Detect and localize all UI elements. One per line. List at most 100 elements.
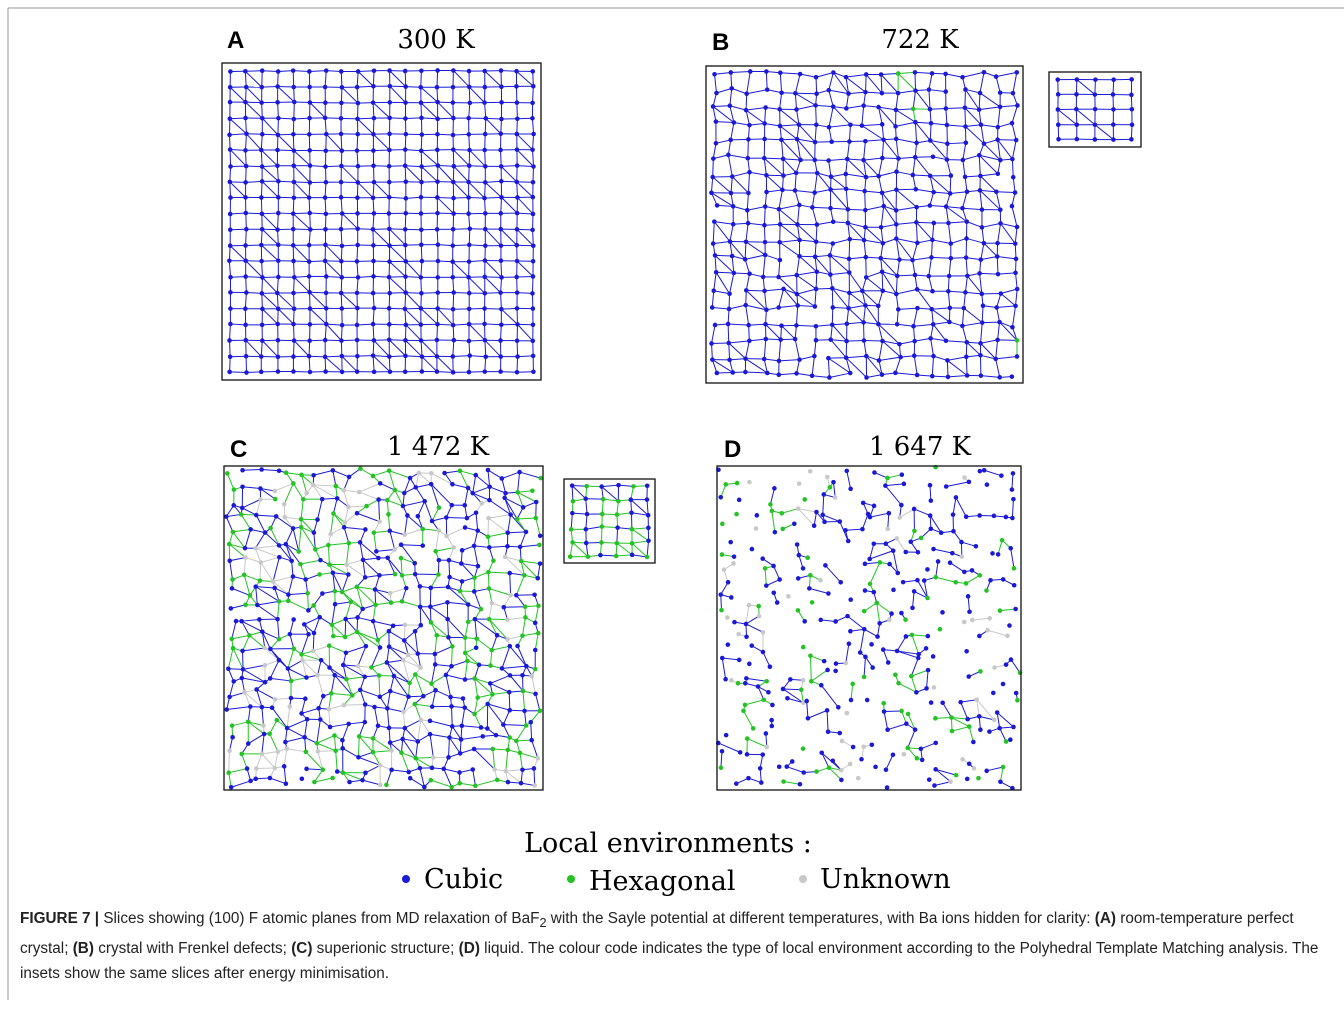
atom [843, 171, 849, 177]
bond [895, 238, 900, 260]
bond [290, 697, 306, 700]
bond [248, 733, 265, 745]
atom [386, 337, 392, 343]
bond [1011, 140, 1017, 160]
bond [915, 90, 931, 110]
bond [863, 159, 880, 177]
atom [371, 211, 377, 216]
bond [420, 340, 423, 357]
bond [913, 323, 934, 327]
bond [881, 271, 884, 291]
bond [979, 715, 995, 721]
caption-text: superionic structure; [312, 939, 459, 957]
bond [816, 221, 834, 226]
atom [538, 475, 543, 481]
atom [599, 524, 605, 529]
atom [258, 560, 264, 565]
bond [325, 355, 342, 358]
bond [324, 356, 343, 373]
atom [871, 541, 877, 547]
bond [865, 226, 884, 244]
bond [358, 491, 379, 501]
atom [226, 770, 232, 775]
atom [239, 751, 245, 757]
bond [285, 543, 299, 552]
atom [480, 734, 486, 739]
bond [796, 109, 800, 125]
atom [342, 634, 348, 640]
atom [376, 497, 381, 502]
atom [407, 475, 413, 481]
atom [435, 242, 441, 247]
atom [376, 673, 382, 678]
bond [329, 645, 347, 654]
bond [603, 498, 619, 502]
atom [371, 148, 376, 153]
bond [964, 89, 966, 108]
atom [727, 291, 732, 297]
bond [895, 372, 918, 376]
atom [304, 490, 309, 496]
bond [405, 149, 422, 152]
bond [811, 192, 816, 208]
atom [912, 727, 918, 732]
atom [761, 356, 767, 362]
bond [420, 277, 422, 294]
atom [291, 179, 297, 185]
bond [474, 697, 479, 715]
atom [812, 139, 818, 145]
bond [883, 649, 898, 652]
bond [711, 192, 734, 207]
bond [997, 106, 1001, 128]
bond [474, 713, 482, 728]
bond [880, 206, 885, 228]
bond [714, 221, 734, 225]
atom [532, 620, 538, 626]
bond [846, 340, 864, 342]
bond [404, 528, 423, 536]
atom [317, 614, 322, 620]
atom [227, 227, 233, 233]
atom [418, 306, 424, 311]
bond [459, 470, 469, 489]
atom [893, 291, 899, 297]
bond [243, 574, 251, 596]
atom [227, 258, 232, 264]
atom [923, 646, 929, 651]
bond [359, 735, 374, 739]
bond [340, 277, 343, 294]
atom [485, 467, 491, 473]
bond [748, 325, 750, 341]
bond [293, 370, 310, 373]
bond [405, 196, 422, 199]
atom [276, 657, 282, 663]
legend-dot [799, 875, 807, 883]
atom [895, 90, 901, 96]
bond [343, 476, 350, 491]
bond [764, 157, 784, 160]
atom [355, 305, 360, 311]
bond [779, 223, 800, 241]
atom [946, 288, 951, 294]
bond [468, 339, 485, 342]
atom [228, 606, 234, 611]
bond [356, 631, 379, 641]
bond [244, 574, 261, 582]
atom [762, 239, 768, 245]
atom [795, 222, 800, 227]
atom [762, 136, 767, 142]
atom [435, 306, 440, 311]
atom [466, 132, 472, 137]
atom [772, 486, 777, 491]
bond [484, 340, 487, 357]
bond [341, 165, 359, 183]
atom [778, 337, 783, 342]
atom [355, 663, 361, 669]
atom [843, 355, 849, 360]
bond [229, 557, 246, 562]
bond [713, 241, 730, 245]
bond [488, 588, 493, 604]
atom [855, 775, 861, 781]
bond [245, 212, 247, 230]
bond [847, 222, 851, 240]
